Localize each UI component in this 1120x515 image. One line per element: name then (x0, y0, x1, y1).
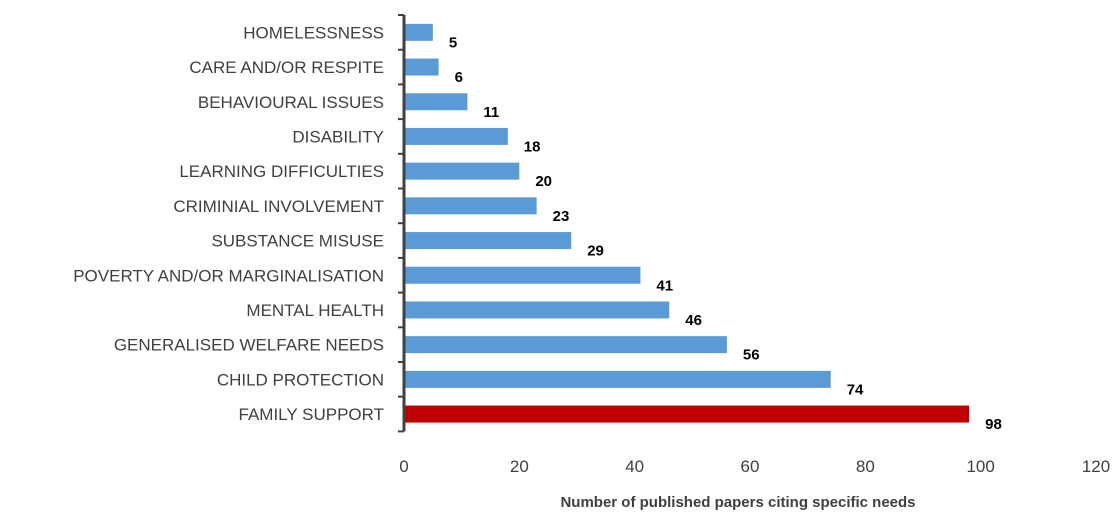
data-label-substance-misuse: 29 (587, 243, 604, 260)
bar-criminial-involvement (405, 197, 537, 215)
data-label-mental-health: 46 (685, 312, 702, 329)
category-label-poverty-and-or-marginalisation: POVERTY AND/OR MARGINALISATION (73, 266, 384, 285)
data-label-care-and-or-respite: 6 (455, 69, 463, 86)
bar-learning-difficulties (405, 162, 520, 180)
bar-family-support (405, 405, 970, 423)
bar-behavioural-issues (405, 93, 468, 111)
category-label-substance-misuse: SUBSTANCE MISUSE (211, 232, 384, 251)
bars (405, 23, 970, 423)
x-tick-label-60: 60 (741, 457, 760, 476)
x-tick-label-120: 120 (1082, 457, 1110, 476)
category-label-homelessness: HOMELESSNESS (243, 23, 384, 42)
data-label-behavioural-issues: 11 (483, 104, 499, 121)
bar-child-protection (405, 370, 831, 388)
data-label-disability: 18 (524, 138, 541, 155)
category-label-behavioural-issues: BEHAVIOURAL ISSUES (198, 93, 384, 112)
category-label-mental-health: MENTAL HEALTH (246, 301, 384, 320)
x-axis-title: Number of published papers citing specif… (560, 494, 915, 511)
data-label-poverty-and-or-marginalisation: 41 (656, 277, 673, 294)
bar-disability (405, 127, 508, 145)
data-label-homelessness: 5 (449, 34, 457, 51)
x-tick-label-80: 80 (856, 457, 875, 476)
category-labels: HOMELESSNESS CARE AND/OR RESPITE BEHAVIOUR… (73, 23, 384, 424)
bar-generalised-welfare-needs (405, 336, 727, 354)
bar-mental-health (405, 301, 670, 319)
data-label-criminial-involvement: 23 (553, 208, 570, 225)
x-tick-label-0: 0 (399, 457, 408, 476)
bar-poverty-and-or-marginalisation (405, 266, 641, 284)
y-axis (398, 14, 406, 433)
x-axis-tick-labels: 0 20 40 60 80 100 120 (399, 457, 1110, 476)
x-tick-label-40: 40 (625, 457, 644, 476)
category-label-disability: DISABILITY (292, 127, 384, 146)
bar-homelessness (405, 23, 433, 41)
category-label-child-protection: CHILD PROTECTION (217, 370, 384, 389)
category-label-criminial-involvement: CRIMINIAL INVOLVEMENT (173, 197, 384, 216)
category-label-family-support: FAMILY SUPPORT (239, 405, 385, 424)
x-tick-label-100: 100 (966, 457, 994, 476)
data-label-family-support: 98 (985, 416, 1002, 433)
category-label-care-and-or-respite: CARE AND/OR RESPITE (189, 58, 384, 77)
x-tick-label-20: 20 (510, 457, 529, 476)
data-label-generalised-welfare-needs: 56 (743, 347, 760, 364)
category-label-learning-difficulties: LEARNING DIFFICULTIES (179, 162, 384, 181)
data-label-child-protection: 74 (847, 381, 864, 398)
category-label-generalised-welfare-needs: GENERALISED WELFARE NEEDS (114, 336, 384, 355)
bar-care-and-or-respite (405, 58, 439, 76)
bar-substance-misuse (405, 232, 572, 250)
data-label-learning-difficulties: 20 (535, 173, 552, 190)
